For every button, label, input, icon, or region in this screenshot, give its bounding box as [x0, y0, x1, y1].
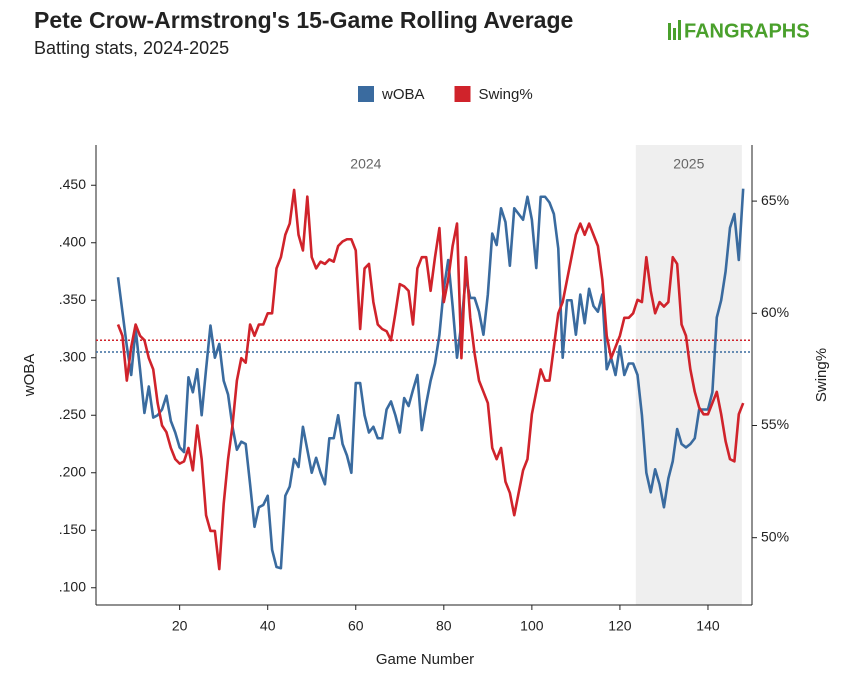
y2-tick-label: 65%: [761, 192, 789, 208]
x-tick-label: 120: [608, 618, 632, 634]
y2-tick-label: 55%: [761, 416, 789, 432]
y-tick-label: .250: [59, 406, 86, 422]
logo-icon: [668, 20, 681, 40]
x-tick-label: 140: [696, 618, 720, 634]
y-tick-label: .300: [59, 348, 86, 364]
y-tick-label: .150: [59, 521, 86, 537]
x-tick-label: 40: [260, 618, 276, 634]
season-label: 2024: [350, 156, 381, 172]
x-tick-label: 60: [348, 618, 364, 634]
y-axis-label: wOBA: [21, 354, 38, 398]
x-tick-label: 20: [172, 618, 188, 634]
y-tick-label: .200: [59, 463, 86, 479]
y-tick-label: .400: [59, 233, 86, 249]
chart-subtitle: Batting stats, 2024-2025: [34, 38, 229, 58]
legend-label: Swing%: [479, 86, 533, 103]
y-tick-label: .350: [59, 291, 86, 307]
y2-tick-label: 50%: [761, 528, 789, 544]
x-tick-label: 80: [436, 618, 452, 634]
series-line: [116, 188, 745, 571]
logo: FANGRAPHS: [684, 20, 810, 42]
series-line: [116, 188, 745, 570]
season-label: 2025: [673, 156, 704, 172]
y2-tick-label: 60%: [761, 304, 789, 320]
y2-axis-label: Swing%: [813, 348, 830, 402]
x-tick-label: 100: [520, 618, 544, 634]
y-tick-label: .100: [59, 578, 86, 594]
y-tick-label: .450: [59, 176, 86, 192]
legend-label: wOBA: [381, 86, 425, 103]
season-band: [635, 145, 742, 605]
legend-swatch: [358, 86, 374, 102]
chart-title: Pete Crow-Armstrong's 15-Game Rolling Av…: [34, 7, 573, 33]
legend-swatch: [454, 86, 471, 102]
x-axis-label: Game Number: [376, 651, 474, 668]
